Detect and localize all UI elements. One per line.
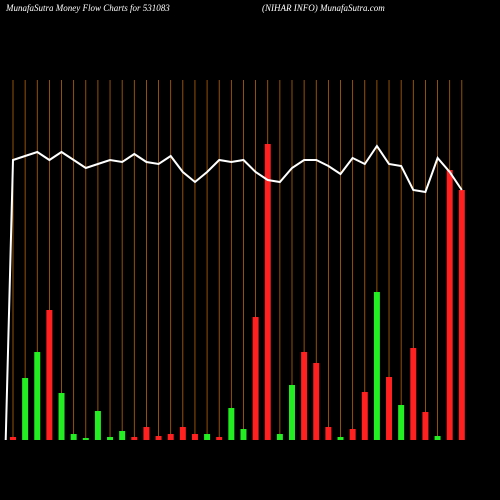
bar [240, 429, 247, 440]
bar [373, 292, 380, 440]
bar [119, 431, 126, 440]
bar [143, 427, 150, 440]
bar [276, 434, 283, 440]
bar [458, 190, 465, 440]
bar [434, 436, 441, 440]
bar [386, 377, 393, 440]
bar [167, 434, 174, 440]
bar [10, 437, 16, 440]
bar [252, 317, 259, 440]
bar [46, 310, 53, 440]
chart-subtitle: (NIHAR INFO) MunafaSutra.com [262, 3, 385, 13]
bar [410, 348, 417, 440]
chart-title: MunafaSutra Money Flow Charts for 531083 [5, 3, 170, 13]
bar [325, 427, 332, 440]
bar [264, 144, 271, 440]
bar [155, 436, 162, 440]
bar [446, 170, 453, 440]
bar [70, 434, 77, 440]
bar [337, 437, 344, 440]
bar [349, 429, 356, 440]
bar [361, 392, 368, 440]
bar [58, 393, 65, 440]
bar [204, 434, 211, 440]
bar [34, 352, 41, 440]
bar [216, 437, 223, 440]
bar [301, 352, 308, 440]
bar [313, 363, 320, 440]
bar [94, 411, 101, 440]
bar [131, 437, 138, 440]
bar [422, 412, 429, 440]
bar [191, 434, 198, 440]
bar [288, 385, 295, 440]
bar [179, 427, 186, 440]
bar [82, 438, 89, 440]
bar [107, 437, 114, 440]
money-flow-line [4, 144, 463, 441]
bar [228, 408, 235, 440]
bar [22, 378, 29, 440]
bar [398, 405, 405, 440]
